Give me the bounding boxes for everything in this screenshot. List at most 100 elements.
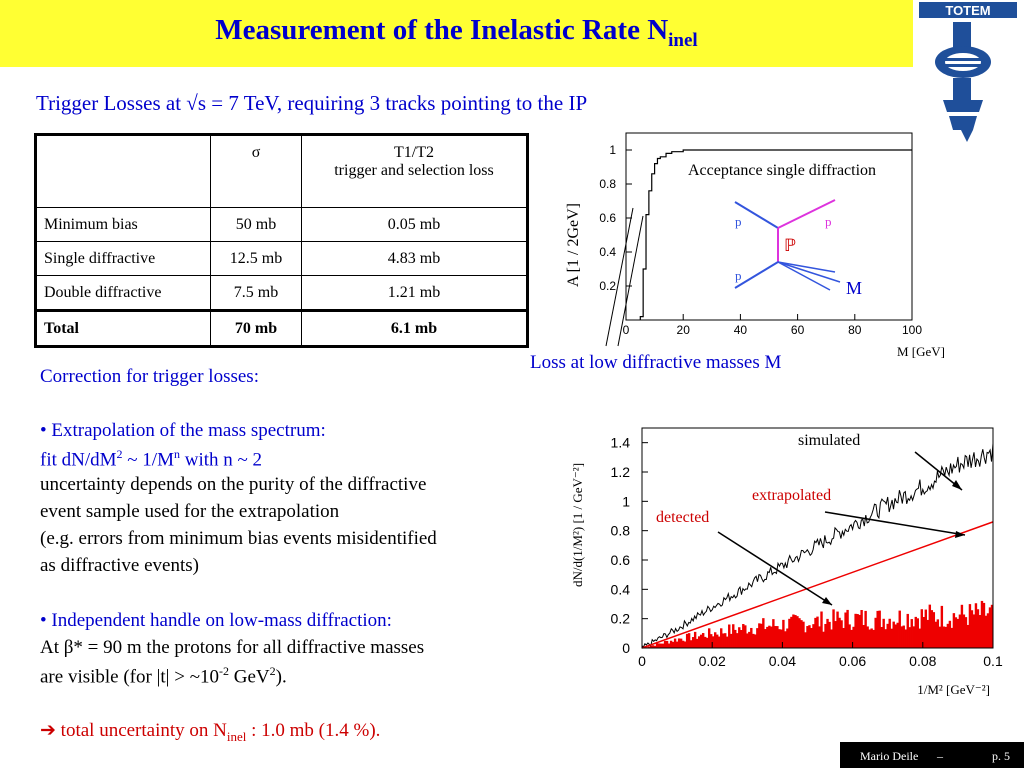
- detected-bin: [697, 636, 701, 648]
- detected-bin: [768, 625, 771, 648]
- simulated-label: simulated: [798, 432, 860, 449]
- subtitle: Trigger Losses at √s = 7 TeV, requiring …: [36, 91, 588, 115]
- detected-bin: [958, 614, 962, 648]
- detected-bin: [886, 623, 889, 648]
- detected-bin: [824, 623, 827, 648]
- page-number: p. 5: [992, 749, 1010, 763]
- detected-bin: [742, 624, 745, 648]
- detected-bin: [762, 618, 765, 648]
- detected-bin: [752, 633, 755, 648]
- table-cell: 1.21 mb: [301, 275, 528, 311]
- detected-bin: [816, 616, 819, 648]
- y-tick-label: 0.2: [599, 279, 616, 293]
- detected-bin: [798, 618, 801, 648]
- detected-bin: [728, 624, 731, 648]
- pomeron-label: ℙ: [784, 236, 796, 255]
- detected-bin: [828, 621, 831, 648]
- y-tick-label: 0.8: [611, 523, 631, 539]
- detected-bin: [738, 627, 741, 648]
- table-cell: 12.5 mb: [210, 241, 302, 276]
- table-row: Double diffractive 7.5 mb 1.21 mb: [35, 275, 528, 311]
- x-axis-label: M [GeV]: [897, 344, 945, 359]
- detected-bin: [808, 625, 811, 648]
- detected-bin: [902, 625, 905, 648]
- detected-bin: [978, 615, 982, 648]
- detected-bin: [846, 609, 849, 648]
- detected-bin: [748, 631, 751, 648]
- y-axis-label: A [1 / 2GeV]: [565, 203, 582, 287]
- detected-bin: [667, 643, 671, 648]
- detected-bin: [920, 609, 923, 648]
- x-axis-label: 1/M² [GeV⁻²]: [917, 682, 990, 697]
- extrapolated-line: [641, 521, 994, 649]
- detected-bin: [948, 620, 952, 648]
- detected-bin: [786, 628, 789, 648]
- y-tick-label: 1.4: [611, 435, 631, 451]
- detected-bin: [657, 643, 661, 648]
- svg-text:TOTEM: TOTEM: [945, 3, 990, 18]
- detected-bin: [782, 619, 785, 648]
- detected-bin: [778, 629, 781, 648]
- detected-bin: [836, 611, 839, 648]
- detected-bin: [950, 627, 954, 648]
- plot-frame: [641, 427, 994, 649]
- detected-bin: [794, 615, 797, 648]
- detected-bin: [838, 617, 841, 648]
- y-tick-label: 0.4: [599, 245, 616, 259]
- detected-bin: [655, 643, 659, 648]
- text-line: uncertainty depends on the purity of the…: [40, 474, 427, 495]
- total-uncertainty: ➔ total uncertainty on Ninel : 1.0 mb (1…: [40, 720, 381, 744]
- detected-bin: [954, 617, 958, 648]
- x-tick-label: 0.06: [839, 653, 866, 669]
- y-tick-label: 0.4: [611, 581, 631, 597]
- detected-bin: [663, 640, 667, 648]
- detected-bin: [840, 620, 843, 648]
- detected-bin: [818, 626, 821, 648]
- detected-bin: [689, 640, 693, 648]
- text-line: At β* = 90 m the protons for all diffrac…: [40, 637, 425, 658]
- detected-bin: [701, 633, 705, 648]
- header-cell: σ: [210, 134, 302, 208]
- detected-bin: [734, 629, 737, 648]
- detected-bin: [687, 633, 691, 648]
- detected-bin: [934, 621, 938, 648]
- detected-bin: [870, 628, 873, 648]
- y-tick-label: 0: [622, 640, 630, 656]
- detected-bin: [665, 640, 669, 648]
- detected-bin: [683, 641, 687, 648]
- detected-bin: [884, 629, 887, 648]
- detected-label: detected: [656, 509, 709, 526]
- detected-bin: [858, 614, 861, 648]
- detected-bin: [874, 617, 877, 648]
- correction-heading: Correction for trigger losses:: [40, 366, 259, 387]
- detected-bin: [716, 634, 719, 648]
- detected-bin: [864, 610, 867, 648]
- detected-bin: [960, 604, 964, 648]
- proton-label: p: [825, 214, 832, 229]
- table-cell: Total: [35, 309, 211, 347]
- table-cell: Single diffractive: [35, 241, 211, 276]
- detected-bin: [912, 626, 915, 648]
- detected-bin: [924, 609, 928, 648]
- x-tick-label: 40: [734, 323, 748, 337]
- detected-bin: [784, 631, 787, 648]
- x-tick-label: 0.08: [909, 653, 936, 669]
- detected-bin: [760, 623, 763, 648]
- text-line: event sample used for the extrapolation: [40, 501, 340, 522]
- detected-bin: [736, 633, 739, 648]
- detected-bin: [882, 618, 885, 648]
- y-tick-label: 0.6: [611, 552, 631, 568]
- detected-bin: [872, 629, 875, 648]
- detected-bin: [718, 636, 721, 648]
- detected-bin: [714, 632, 717, 648]
- slide-title: Measurement of the Inelastic Rate Ninel: [215, 14, 698, 51]
- detected-bin: [962, 614, 966, 648]
- footer-dash: –: [937, 749, 943, 763]
- header-cell: T1/T2 trigger and selection loss: [301, 134, 528, 208]
- detected-bin: [790, 616, 793, 648]
- detected-bin: [673, 638, 677, 648]
- diffractive-line: [777, 261, 841, 283]
- detected-bin: [693, 631, 697, 648]
- detected-bin: [926, 619, 930, 648]
- detected-bin: [932, 612, 936, 648]
